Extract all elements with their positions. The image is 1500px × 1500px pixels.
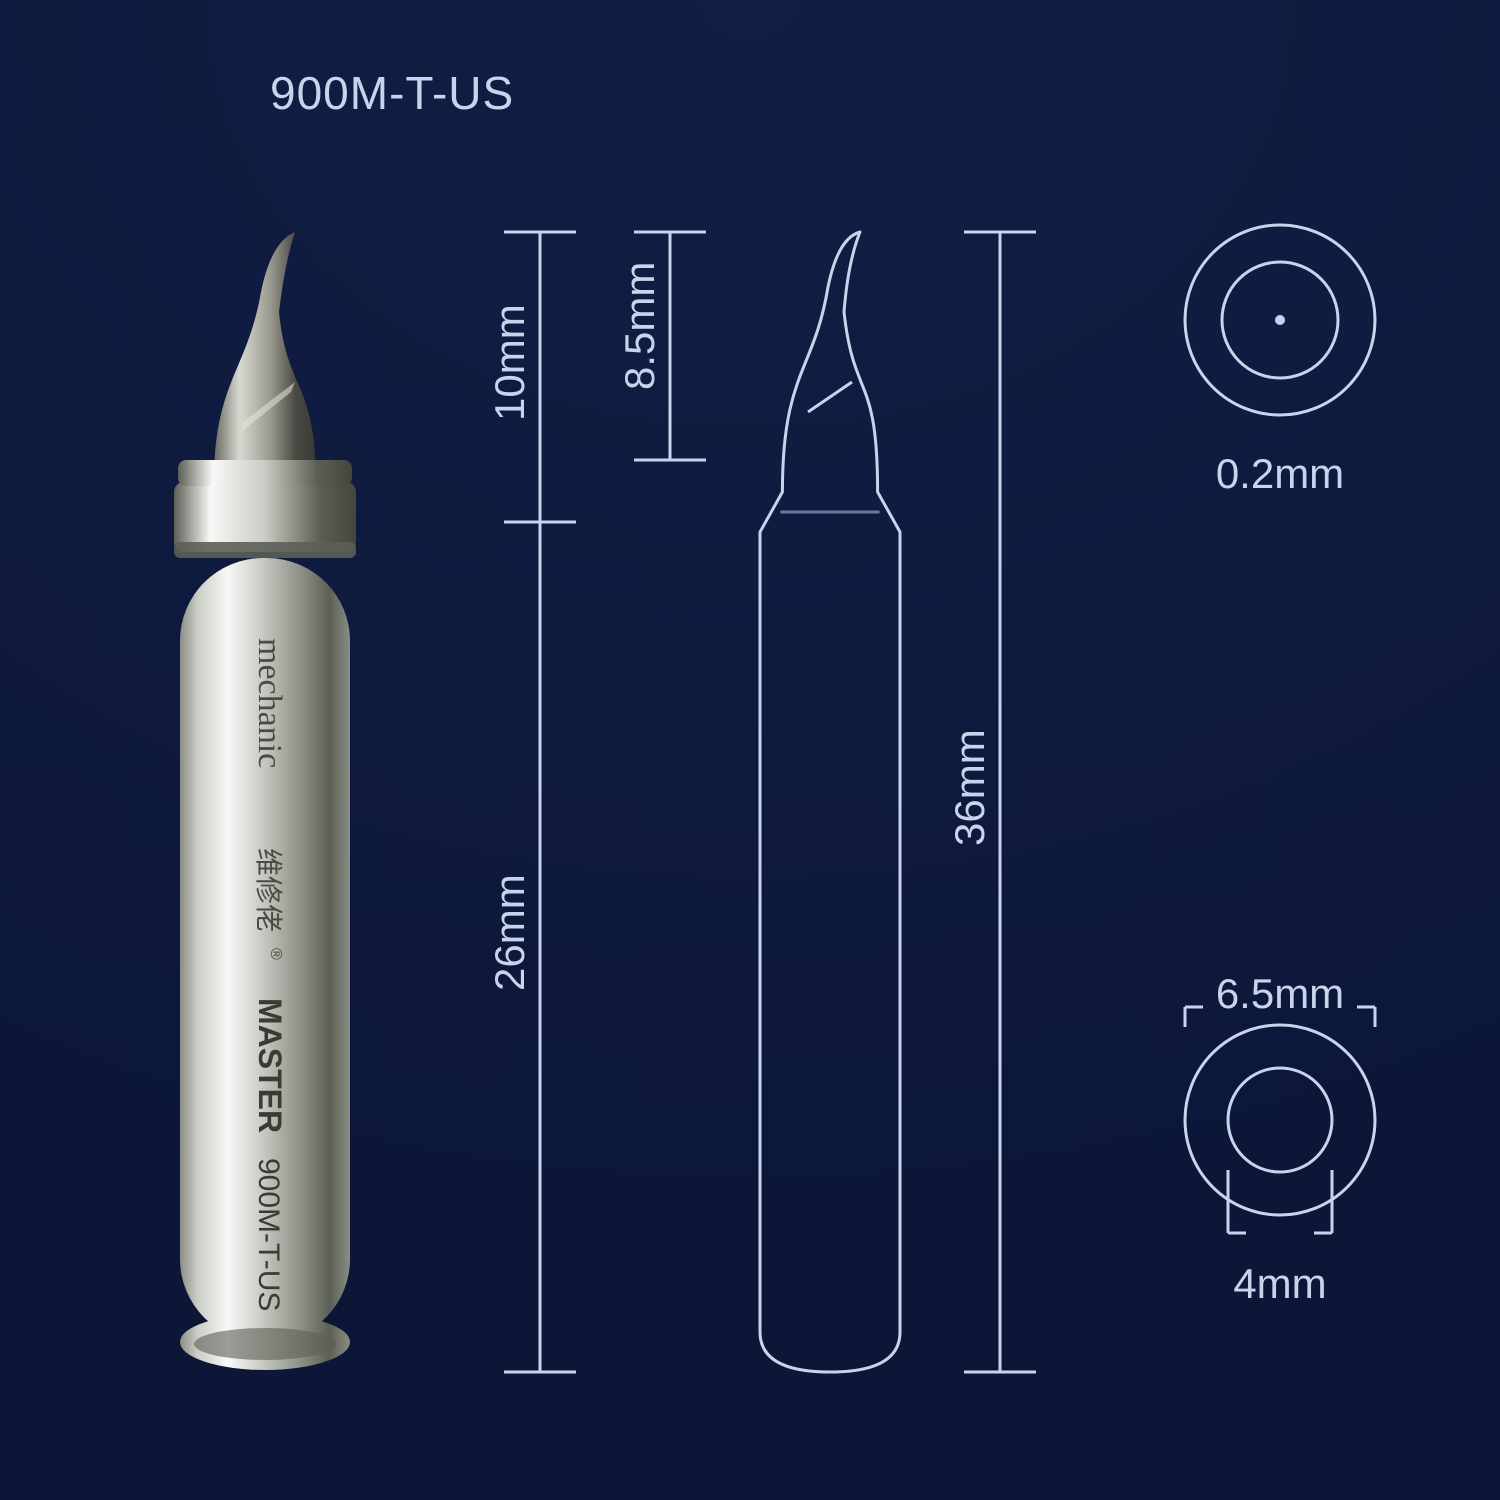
dim-tip-label: 10mm — [486, 341, 534, 421]
dim-body-label: 26mm — [486, 911, 534, 991]
svg-text:®: ® — [267, 948, 284, 960]
dim-curve-label: 8.5mm — [616, 310, 664, 390]
brand-cn: 维修佬 — [253, 848, 284, 932]
cross-section-base-outer-label: 6.5mm — [1180, 970, 1380, 1018]
product-outline — [740, 212, 920, 1392]
product-photo: mechanic 维修佬 ® MASTER 900M-T-US — [140, 212, 390, 1392]
brand-script: mechanic — [251, 638, 288, 768]
diagram-stage: 900M-T-US mechanic 维修佬 ® MASTER 900M-T-US 10mm… — [0, 0, 1500, 1500]
brand-master: MASTER — [252, 998, 288, 1133]
cross-section-base-inner-label: 4mm — [1180, 1260, 1380, 1308]
cross-section-tip-label: 0.2mm — [1190, 450, 1370, 498]
brand-model: 900M-T-US — [252, 1158, 285, 1311]
cross-section-tip — [1175, 215, 1385, 425]
product-title: 900M-T-US — [270, 66, 514, 120]
dim-total-label: 36mm — [946, 766, 994, 846]
